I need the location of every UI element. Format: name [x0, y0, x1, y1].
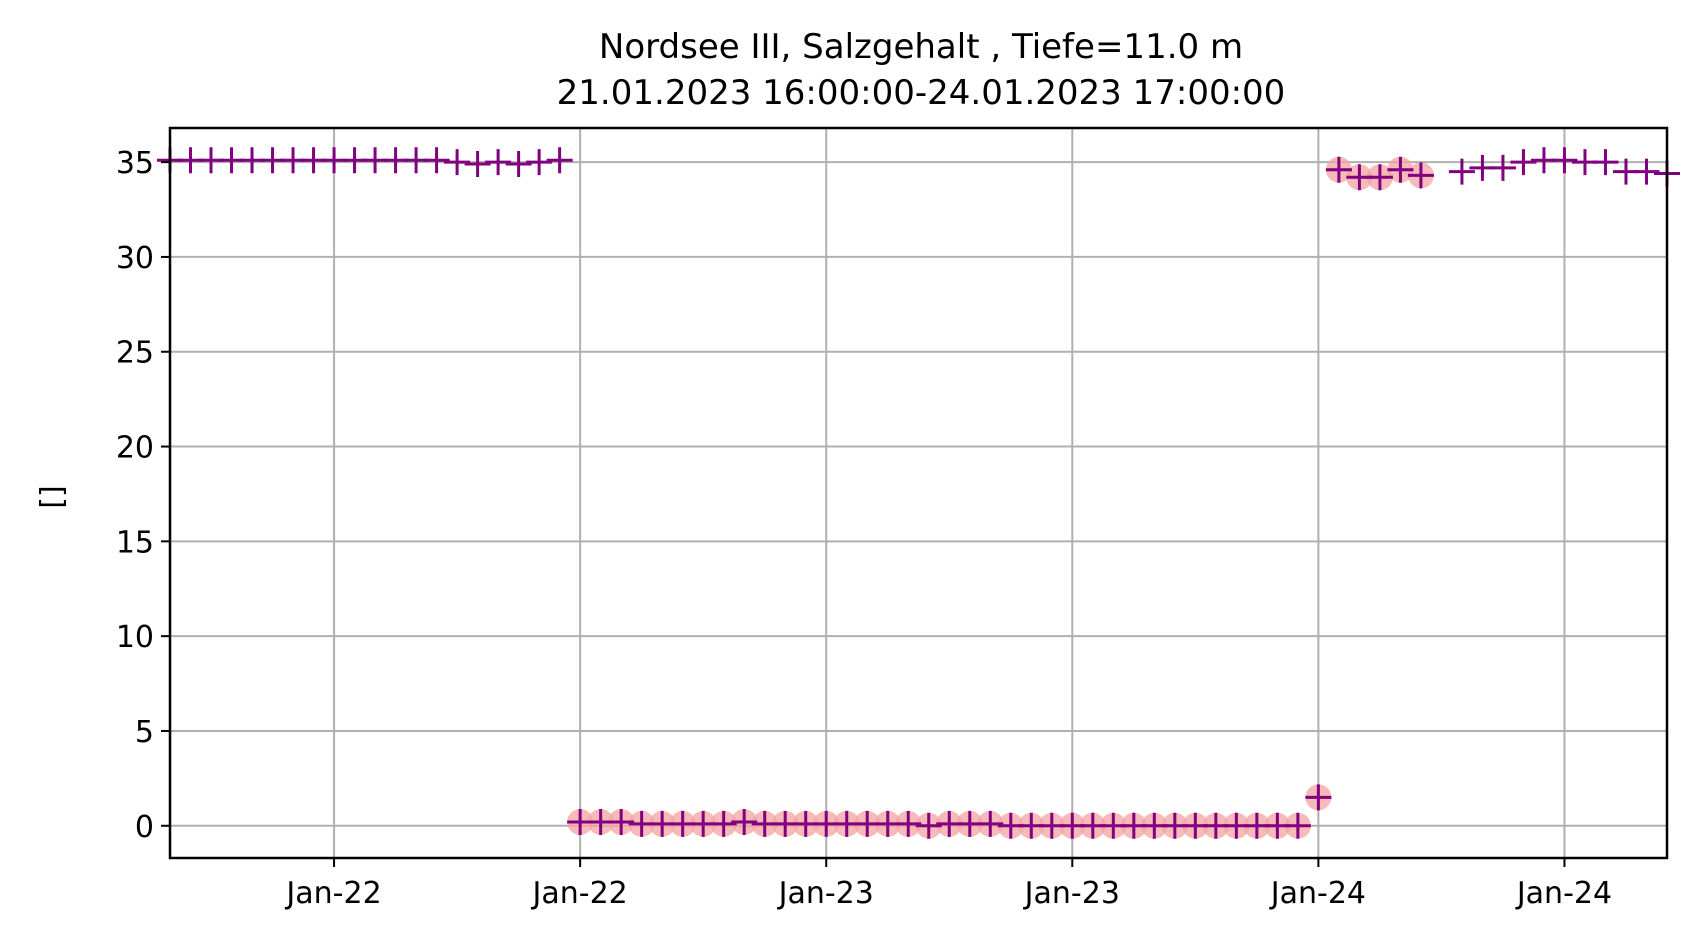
data-point-plus-marker	[608, 808, 635, 835]
data-point-plus-marker	[505, 151, 532, 178]
y-tick-label: 20	[116, 431, 154, 466]
flagged-points	[567, 156, 1434, 839]
data-point-plus-marker	[977, 810, 1004, 837]
data-point-plus-marker	[915, 812, 942, 839]
data-point-plus-marker	[1633, 158, 1660, 185]
data-point-plus-marker	[1407, 162, 1434, 189]
data-point-plus-marker	[464, 151, 491, 178]
chart-title: Nordsee III, Salzgehalt , Tiefe=11.0 m	[599, 27, 1243, 67]
x-tick-label: Jan-23	[1023, 876, 1120, 911]
data-points	[157, 147, 1680, 839]
data-point-plus-marker	[546, 147, 573, 174]
y-axis-ticks: 0 5 10 15 20 25 30 35	[116, 146, 170, 845]
y-tick-label: 10	[116, 620, 154, 655]
data-point-plus-marker	[1448, 158, 1475, 185]
x-tick-label: Jan-23	[777, 876, 874, 911]
y-tick-label: 25	[116, 336, 154, 371]
data-point-plus-marker	[526, 149, 553, 176]
data-point-plus-marker	[710, 810, 737, 837]
y-tick-label: 0	[135, 810, 154, 845]
data-point-plus-marker	[423, 147, 450, 174]
y-axis-label: []	[35, 485, 70, 508]
data-point-plus-marker	[1551, 147, 1578, 174]
chart-subtitle: 21.01.2023 16:00:00-24.01.2023 17:00:00	[557, 73, 1286, 113]
data-point-plus-marker	[1305, 784, 1332, 811]
data-point-plus-marker	[1489, 154, 1516, 181]
grid-lines	[170, 128, 1667, 858]
x-tick-label: Jan-24	[1515, 876, 1612, 911]
data-point-plus-marker	[1510, 149, 1537, 176]
y-tick-label: 5	[135, 715, 154, 750]
data-point-plus-marker	[731, 808, 758, 835]
data-point-plus-marker	[1387, 156, 1414, 183]
y-tick-label: 30	[116, 241, 154, 276]
data-point-plus-marker	[444, 149, 471, 176]
data-point-plus-marker	[895, 810, 922, 837]
x-tick-label: Jan-22	[531, 876, 628, 911]
y-tick-label: 35	[116, 146, 154, 181]
data-point-plus-marker	[1325, 156, 1352, 183]
x-axis-ticks: Jan-22 Jan-22 Jan-23 Jan-23 Jan-24 Jan-24	[284, 858, 1612, 911]
x-tick-label: Jan-24	[1269, 876, 1366, 911]
data-point-plus-marker	[1592, 149, 1619, 176]
plot-frame	[168, 126, 1669, 860]
x-tick-label: Jan-22	[284, 876, 381, 911]
data-point-plus-marker	[485, 149, 512, 176]
data-point-plus-marker	[1284, 812, 1311, 839]
y-tick-label: 15	[116, 525, 154, 560]
data-point-plus-marker	[1366, 164, 1393, 191]
